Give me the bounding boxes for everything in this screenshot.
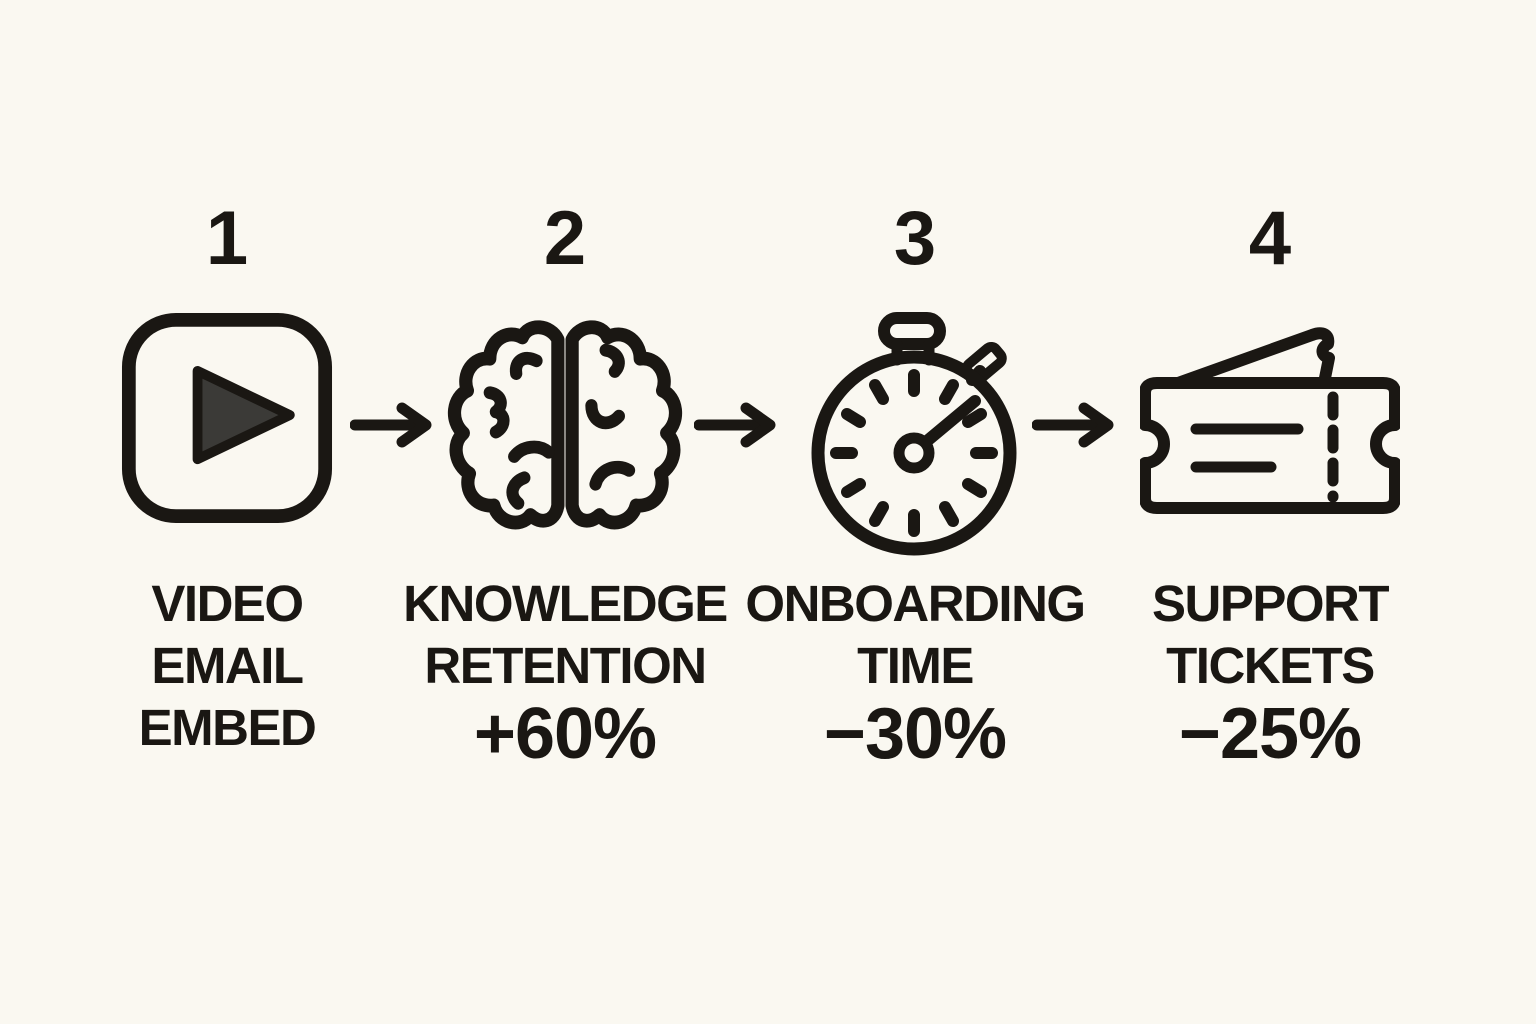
step-1-number: 1 <box>205 196 249 281</box>
step-label: EMAIL <box>151 637 304 694</box>
step-2-labels: KNOWLEDGE RETENTION +60% <box>375 573 755 771</box>
stopwatch-icon <box>809 303 1021 562</box>
right-arrow-icon <box>1031 402 1118 448</box>
step-label: KNOWLEDGE <box>403 575 728 632</box>
step-label: ONBOARDING <box>745 575 1086 632</box>
step-2: 2 KNOWLEDGE RETENTION +60% <box>395 0 735 1024</box>
step-label: SUPPORT <box>1151 575 1390 632</box>
step-1-labels: VIDEO EMAIL EMBED <box>37 573 417 759</box>
metric-value: −25% <box>1178 694 1362 774</box>
step-label: VIDEO <box>151 575 304 632</box>
step-label: TIME <box>857 637 974 694</box>
metric-value: +60% <box>473 694 657 774</box>
step-4-labels: SUPPORT TICKETS −25% <box>1080 573 1460 771</box>
step-4-number: 4 <box>1248 196 1292 281</box>
metric-value: −30% <box>823 694 1007 774</box>
step-label: EMBED <box>138 699 317 756</box>
tickets-icon <box>1139 325 1401 520</box>
step-3-number: 3 <box>893 196 937 281</box>
right-arrow-icon <box>349 402 436 448</box>
step-label: TICKETS <box>1166 637 1375 694</box>
step-4: 4 SUPPORT TICKETS −25% <box>1100 0 1440 1024</box>
step-2-number: 2 <box>543 196 587 281</box>
right-arrow-icon <box>693 402 780 448</box>
step-label: RETENTION <box>424 637 707 694</box>
brain-icon <box>443 297 687 536</box>
step-3-labels: ONBOARDING TIME −30% <box>725 573 1105 771</box>
step-1: 1 VIDEO EMAIL EMBED <box>57 0 397 1024</box>
step-3: 3 ONBOARDING TIME −30% <box>745 0 1086 1024</box>
video-play-icon <box>121 312 333 529</box>
